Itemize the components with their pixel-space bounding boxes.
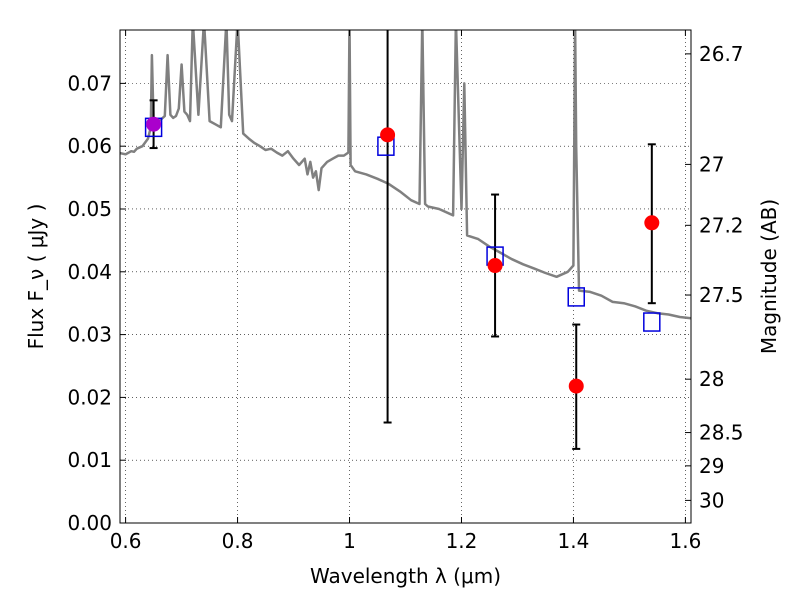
- observed-point: [644, 215, 660, 231]
- model-square-marker: [567, 287, 585, 307]
- y-tick-label: 0.01: [67, 448, 112, 472]
- right-tick-label: 28: [699, 367, 724, 391]
- y-tick-label: 0.02: [67, 385, 112, 409]
- x-tick-label: 1: [343, 529, 356, 553]
- right-tick-label: 30: [699, 488, 724, 512]
- observed-point: [146, 116, 162, 132]
- axis-ticks: 0.6 0.8 1 1.2 1.4 1.6 0.00 0.01 0.02 0.03 0.04 0.05…: [67, 30, 744, 553]
- x-tick-label: 0.8: [222, 529, 254, 553]
- x-axis-label: Wavelength λ (μm): [310, 564, 501, 588]
- plot-frame: [119, 29, 692, 524]
- observed-point: [568, 378, 584, 394]
- model-spectrum: [120, 30, 691, 320]
- right-tick-label: 29: [699, 454, 724, 478]
- right-tick-label: 27.5: [699, 283, 744, 307]
- model-square-marker: [643, 312, 661, 332]
- y-tick-label: 0.07: [67, 71, 112, 95]
- right-tick-label: 26.7: [699, 42, 744, 66]
- observed-point: [487, 258, 503, 274]
- grid: [120, 30, 691, 524]
- x-tick-label: 1.6: [669, 529, 701, 553]
- x-tick-label: 1.4: [558, 529, 590, 553]
- right-tick-label: 28.5: [699, 421, 744, 445]
- spectrum-line: [120, 30, 691, 320]
- x-tick-label: 0.6: [110, 529, 142, 553]
- y-tick-label: 0.06: [67, 134, 112, 158]
- y-tick-label: 0.03: [67, 323, 112, 347]
- observed-point: [380, 127, 396, 143]
- model-photometry-markers: [144, 117, 661, 332]
- observed-flux-markers: [146, 116, 660, 394]
- y-tick-label: 0.04: [67, 260, 112, 284]
- right-axis-label: Magnitude (AB): [757, 199, 781, 354]
- y-axis-label: Flux F_ν ( μJy ): [24, 204, 48, 350]
- x-tick-label: 1.2: [446, 529, 478, 553]
- right-tick-label: 27: [699, 152, 724, 176]
- y-tick-label: 0.00: [67, 511, 112, 535]
- right-tick-label: 27.2: [699, 213, 744, 237]
- y-tick-label: 0.05: [67, 197, 112, 221]
